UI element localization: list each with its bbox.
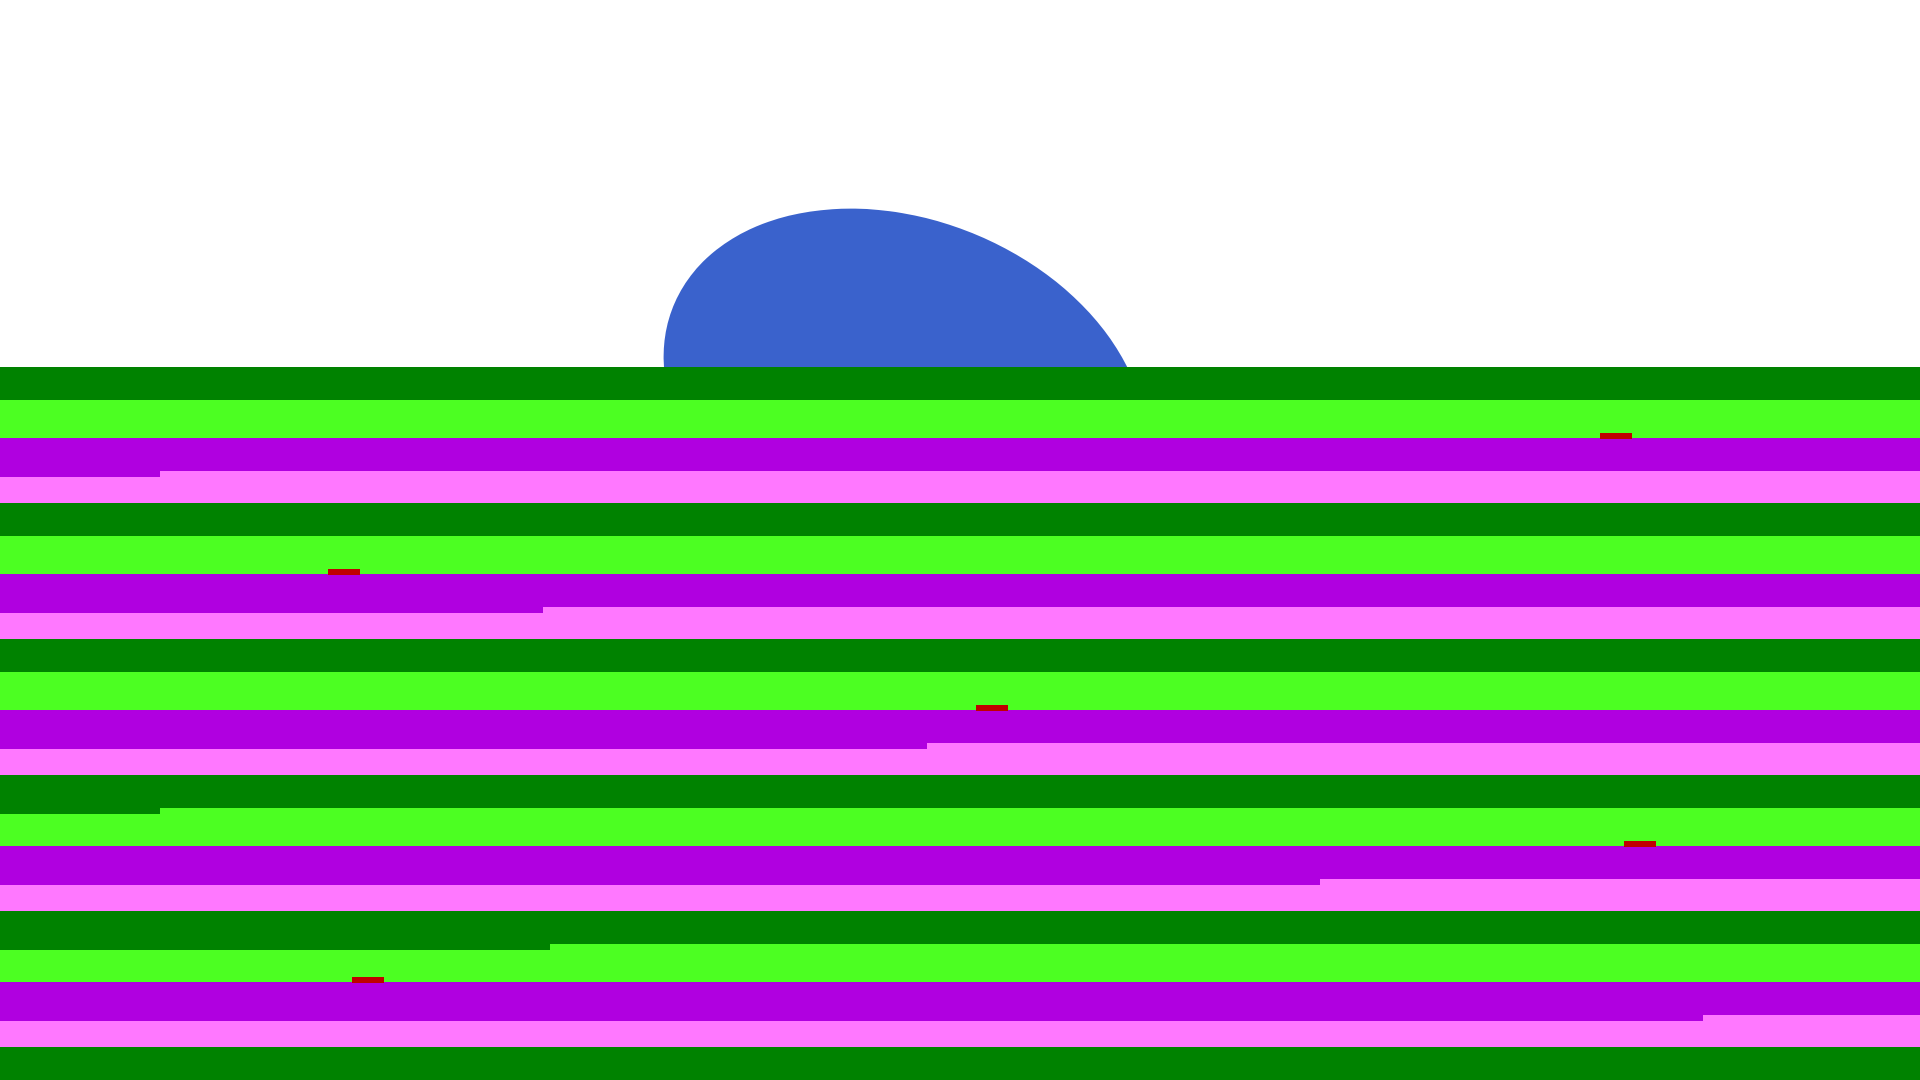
glitch-step: [0, 607, 543, 613]
glitch-step: [0, 1015, 1703, 1021]
glitch-step: [976, 705, 1008, 711]
glitch-step: [1312, 536, 1920, 542]
glitch-step: [352, 977, 384, 983]
glitch-step: [927, 400, 1920, 406]
glitch-step: [1600, 433, 1632, 439]
glitch-step: [0, 471, 160, 477]
glitch-step: [1624, 841, 1656, 847]
glitch-step: [0, 808, 160, 814]
glitch-step: [0, 879, 1320, 885]
glitch-step: [0, 743, 927, 749]
glitch-step: [328, 569, 360, 575]
glitch-step: [0, 944, 550, 950]
glitch-step: [1695, 672, 1920, 678]
glitch-stripes: [0, 367, 1920, 1080]
